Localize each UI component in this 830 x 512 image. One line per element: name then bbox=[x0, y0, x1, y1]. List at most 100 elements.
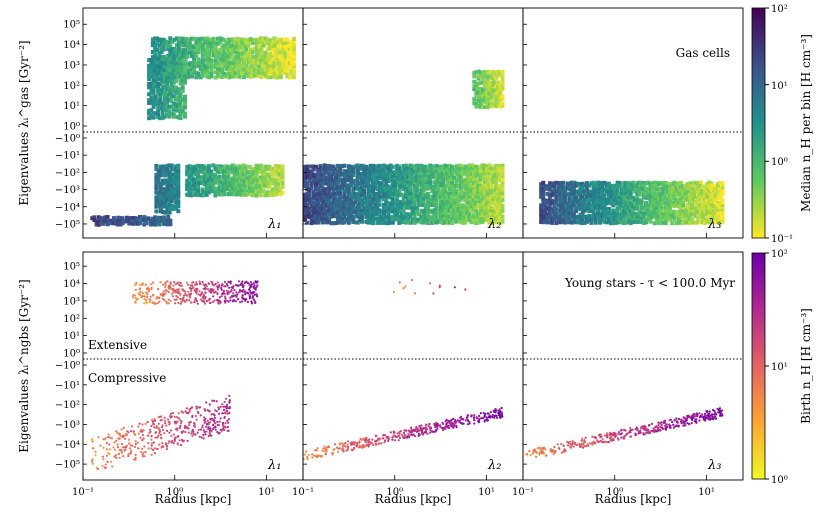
heatmap-cell bbox=[252, 70, 257, 75]
heatmap-cell bbox=[285, 48, 290, 53]
heatmap-cell bbox=[165, 169, 170, 174]
star-point bbox=[146, 420, 149, 424]
heatmap-cell bbox=[454, 214, 459, 219]
heatmap-cell bbox=[353, 183, 358, 188]
heatmap-cell bbox=[158, 101, 163, 106]
heatmap-cell bbox=[235, 54, 240, 59]
heatmap-cell bbox=[585, 190, 589, 195]
heatmap-cell bbox=[181, 40, 186, 45]
heatmap-cell bbox=[571, 180, 576, 185]
heatmap-cell bbox=[189, 164, 194, 169]
heatmap-cell bbox=[364, 184, 369, 189]
heatmap-cell bbox=[165, 193, 170, 198]
star-point bbox=[173, 420, 176, 423]
heatmap-cell bbox=[218, 50, 223, 55]
heatmap-cell bbox=[659, 197, 664, 202]
heatmap-cell bbox=[203, 63, 207, 68]
heatmap-cell bbox=[491, 177, 496, 182]
heatmap-cell bbox=[156, 195, 161, 199]
heatmap-cell bbox=[615, 183, 620, 188]
heatmap-cell bbox=[589, 204, 594, 209]
heatmap-cell bbox=[436, 208, 441, 213]
heatmap-cell bbox=[425, 203, 430, 208]
heatmap-cell bbox=[454, 184, 459, 188]
heatmap-cell bbox=[450, 186, 454, 191]
heatmap-cell bbox=[220, 37, 225, 42]
heatmap-cell bbox=[373, 195, 378, 200]
heatmap-cell bbox=[487, 188, 492, 193]
heatmap-cell bbox=[158, 195, 163, 200]
star-point bbox=[134, 433, 137, 436]
heatmap-cell bbox=[388, 220, 393, 225]
heatmap-cell bbox=[269, 181, 274, 186]
heatmap-cell bbox=[362, 164, 367, 169]
heatmap-cell bbox=[198, 193, 203, 198]
heatmap-cell bbox=[207, 38, 212, 43]
heatmap-cell bbox=[196, 189, 200, 194]
heatmap-cell bbox=[377, 175, 382, 180]
heatmap-cell bbox=[613, 211, 618, 216]
heatmap-cell bbox=[167, 187, 172, 192]
heatmap-cell bbox=[432, 208, 437, 213]
heatmap-cell bbox=[200, 193, 205, 198]
heatmap-cell bbox=[316, 214, 321, 219]
heatmap-cell bbox=[395, 167, 400, 172]
heatmap-cell bbox=[685, 183, 690, 188]
heatmap-cell bbox=[628, 221, 633, 225]
heatmap-cell bbox=[403, 172, 408, 177]
heatmap-cell bbox=[268, 38, 273, 43]
star-point bbox=[197, 293, 200, 296]
heatmap-cell bbox=[138, 218, 142, 223]
heatmap-cell bbox=[193, 172, 198, 176]
heatmap-cell bbox=[274, 75, 279, 80]
heatmap-cell bbox=[340, 212, 345, 217]
heatmap-cell bbox=[222, 55, 227, 60]
heatmap-cell bbox=[496, 216, 501, 221]
heatmap-cell bbox=[694, 203, 699, 208]
heatmap-cell bbox=[620, 211, 624, 216]
star-point bbox=[194, 283, 197, 286]
heatmap-cell bbox=[267, 175, 272, 180]
heatmap-cell bbox=[155, 36, 160, 41]
heatmap-cell bbox=[248, 37, 253, 42]
heatmap-cell bbox=[183, 70, 187, 75]
heatmap-cell bbox=[213, 190, 218, 195]
heatmap-cell bbox=[154, 201, 159, 206]
heatmap-cell bbox=[543, 206, 548, 211]
heatmap-cell bbox=[604, 220, 609, 225]
heatmap-cell bbox=[226, 184, 231, 188]
heatmap-cell bbox=[436, 175, 441, 180]
heatmap-cell bbox=[472, 84, 477, 89]
heatmap-cell bbox=[211, 47, 216, 52]
heatmap-cell bbox=[320, 211, 325, 216]
star-point bbox=[161, 297, 164, 300]
star-point bbox=[255, 293, 258, 296]
heatmap-cell bbox=[652, 200, 657, 205]
star-point bbox=[118, 432, 121, 435]
heatmap-cell bbox=[393, 192, 397, 197]
star-point bbox=[161, 424, 164, 427]
heatmap-cell bbox=[291, 41, 296, 46]
heatmap-cell bbox=[685, 203, 690, 208]
heatmap-cell bbox=[179, 41, 184, 45]
heatmap-cell bbox=[541, 216, 546, 221]
heatmap-cell bbox=[494, 100, 498, 105]
star-point bbox=[143, 302, 146, 305]
heatmap-cell bbox=[268, 60, 273, 65]
heatmap-cell bbox=[256, 166, 261, 171]
heatmap-cell bbox=[151, 82, 156, 87]
heatmap-cell bbox=[159, 43, 164, 48]
star-point bbox=[211, 281, 214, 284]
heatmap-cell bbox=[202, 166, 207, 171]
heatmap-cell bbox=[235, 172, 239, 177]
heatmap-cell bbox=[578, 220, 583, 225]
heatmap-cell bbox=[545, 184, 550, 189]
heatmap-cell bbox=[174, 70, 178, 75]
heatmap-cell bbox=[252, 190, 257, 195]
heatmap-cell bbox=[230, 192, 235, 197]
heatmap-cell bbox=[388, 208, 393, 213]
gas-lambda1-data bbox=[90, 36, 296, 227]
heatmap-cell bbox=[219, 180, 224, 185]
heatmap-cell bbox=[500, 74, 505, 79]
star-point bbox=[109, 436, 112, 439]
